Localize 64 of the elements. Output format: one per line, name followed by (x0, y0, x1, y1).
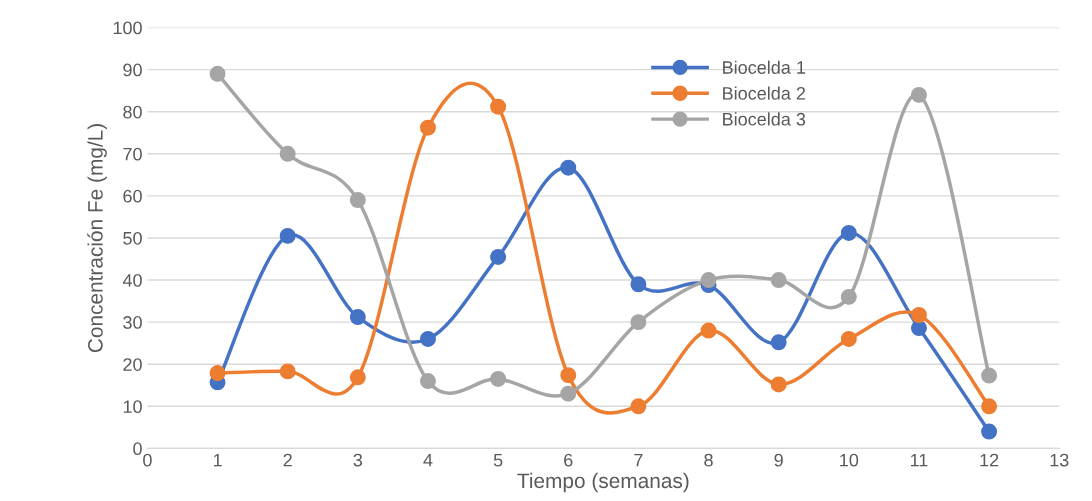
point (910, 320, 927, 337)
point (770, 376, 787, 393)
y-tick-label: 60 (123, 189, 142, 203)
point (349, 369, 366, 386)
point (349, 192, 366, 209)
point (279, 227, 296, 244)
x-tick-label: 0 (143, 453, 152, 467)
point (910, 307, 927, 323)
point (490, 98, 507, 115)
x-tick-label: 2 (283, 453, 292, 467)
x-tick-label: 9 (774, 453, 783, 467)
point (560, 367, 577, 384)
point (910, 86, 927, 103)
point (490, 370, 507, 387)
point (840, 288, 857, 305)
x-tick-label: 5 (493, 453, 503, 467)
x-axis-title: Tiempo (semanas) (517, 472, 689, 493)
point (209, 365, 226, 382)
point (840, 330, 857, 347)
point (560, 385, 577, 402)
x-tick-label: 7 (634, 453, 643, 467)
point (420, 330, 436, 347)
x-tick-label: 8 (704, 453, 713, 467)
legend-label: Biocelda 3 (723, 112, 806, 126)
point (630, 276, 647, 293)
point (700, 322, 717, 339)
y-tick-label: 10 (123, 400, 142, 414)
point (349, 309, 366, 326)
point (420, 119, 436, 136)
point (700, 272, 717, 289)
point (420, 373, 436, 390)
y-tick-label: 70 (123, 147, 142, 161)
point (770, 334, 787, 351)
point (840, 224, 857, 241)
x-tick-label: 6 (564, 453, 573, 467)
y-tick-label: 0 (133, 442, 142, 456)
point (490, 248, 507, 265)
legend-label: Biocelda 1 (723, 60, 806, 74)
x-tick-label: 4 (423, 453, 433, 467)
y-tick-label: 40 (122, 273, 142, 287)
point (981, 367, 998, 384)
y-tick-label: 20 (123, 358, 142, 371)
x-tick-label: 3 (353, 453, 363, 467)
point (770, 272, 787, 289)
point (630, 314, 647, 331)
point (560, 159, 577, 176)
y-tick-label: 90 (123, 63, 142, 77)
x-tick-label: 13 (1050, 453, 1069, 467)
y-tick-label: 30 (123, 316, 142, 329)
y-tick-label: 80 (123, 105, 142, 119)
legend-label: Biocelda 2 (723, 86, 806, 100)
point (630, 398, 647, 415)
y-tick-label: 100 (113, 21, 142, 35)
point (209, 65, 226, 82)
point (981, 398, 998, 415)
y-tick-label: 50 (123, 231, 142, 245)
point (279, 145, 296, 162)
point (981, 423, 998, 440)
x-tick-label: 10 (840, 453, 859, 467)
x-tick-label: 1 (213, 453, 222, 467)
x-tick-label: 11 (910, 453, 928, 467)
x-tick-label: 12 (980, 453, 999, 467)
point (279, 363, 296, 380)
y-axis-title: Concentración Fe (mg/L) (87, 124, 107, 353)
